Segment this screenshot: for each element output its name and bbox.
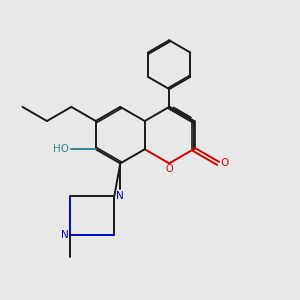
Text: O: O	[165, 164, 173, 174]
Text: O: O	[220, 158, 229, 168]
Text: N: N	[116, 191, 124, 201]
Text: HO: HO	[53, 144, 69, 154]
Text: N: N	[61, 230, 68, 240]
